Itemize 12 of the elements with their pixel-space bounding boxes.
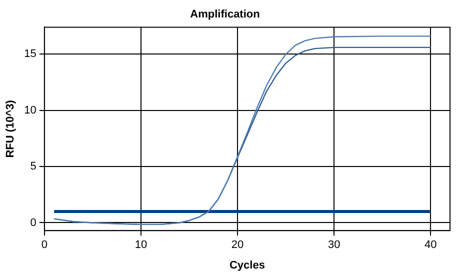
chart-title: Amplification	[190, 8, 260, 21]
x-tick-label: 0	[41, 239, 48, 252]
y-tick-label: 5	[30, 160, 36, 173]
x-tick-label: 20	[231, 239, 244, 252]
x-tick-label: 10	[134, 239, 148, 252]
x-axis-title: Cycles	[229, 259, 265, 272]
y-tick-label: 15	[24, 48, 36, 60]
y-tick-label: 0	[30, 216, 36, 229]
x-tick-label: 30	[328, 239, 340, 252]
x-tick-label: 40	[424, 239, 437, 252]
y-tick-label: 10	[24, 104, 36, 116]
y-axis-title: RFU (10^3)	[4, 100, 17, 158]
